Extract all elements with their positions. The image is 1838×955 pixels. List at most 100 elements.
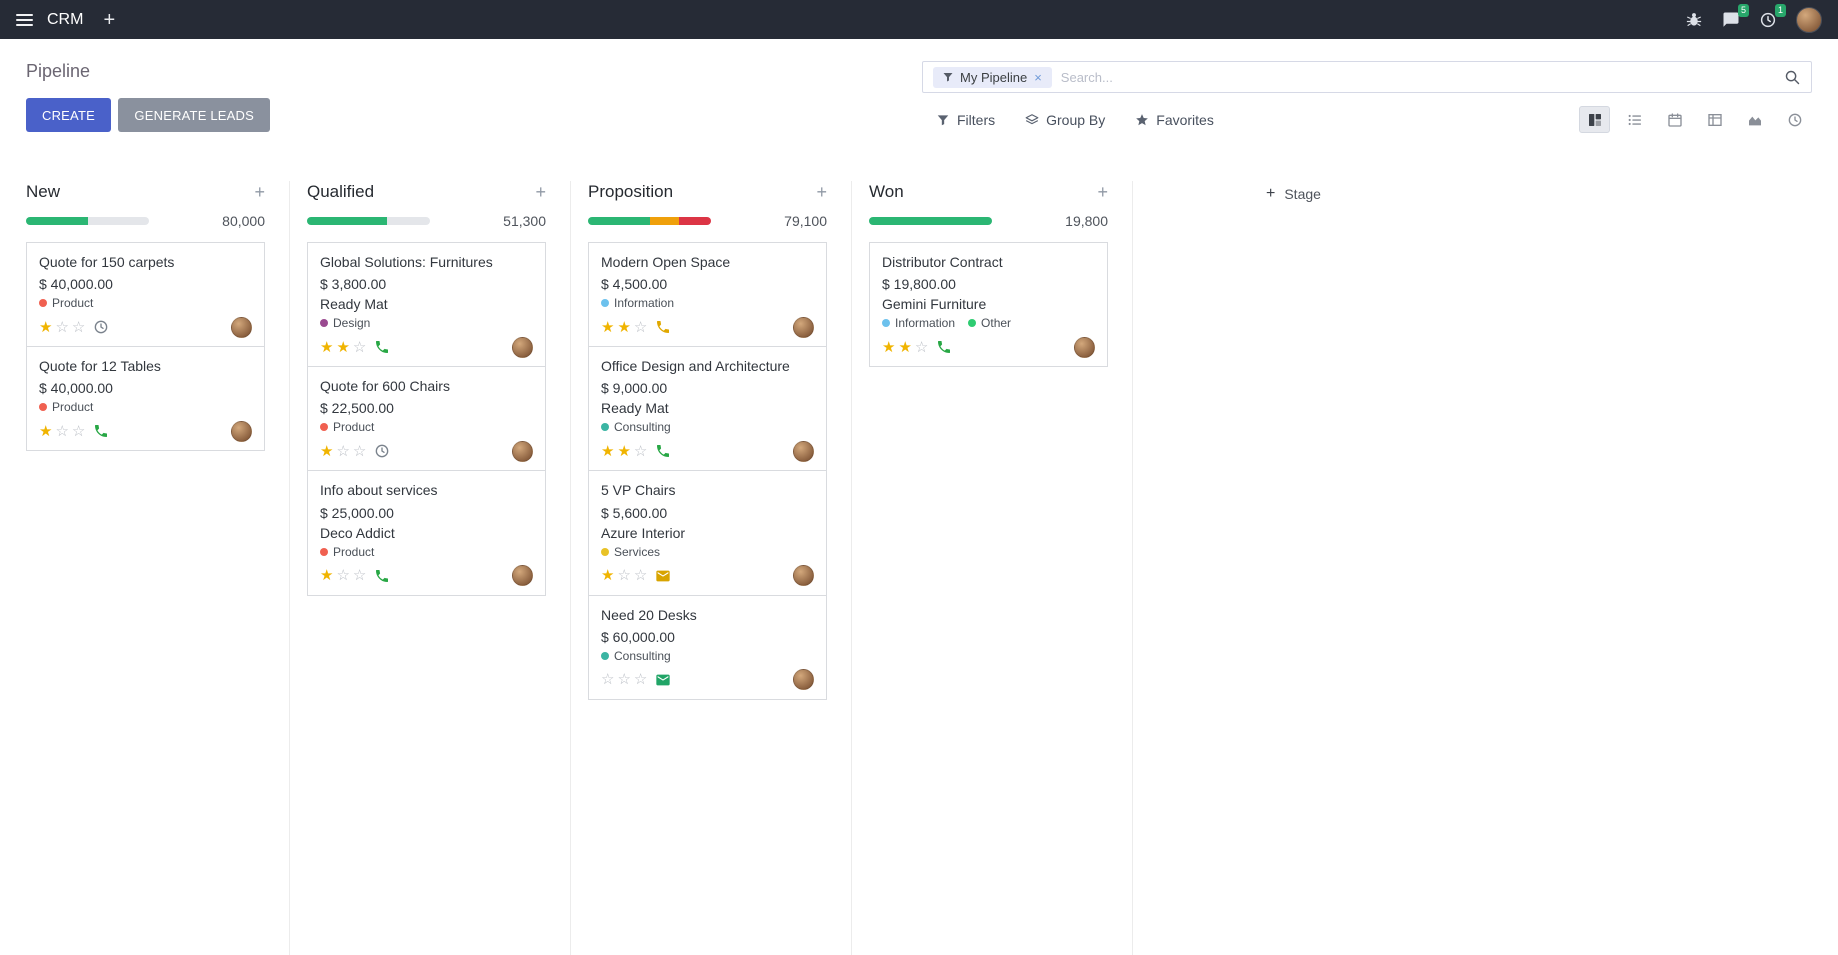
group-by-button[interactable]: Group By bbox=[1025, 112, 1105, 128]
kanban-card[interactable]: Global Solutions: Furnitures $ 3,800.00 … bbox=[307, 242, 546, 368]
clock-icon[interactable] bbox=[374, 443, 390, 459]
avatar[interactable] bbox=[231, 420, 252, 442]
top-navbar: CRM + 5 1 bbox=[0, 0, 1838, 39]
column-progress-row: 19,800 bbox=[869, 212, 1108, 229]
progress-segment[interactable] bbox=[386, 216, 430, 225]
add-record-button[interactable]: + bbox=[535, 181, 546, 202]
column-progressbar[interactable] bbox=[307, 216, 430, 225]
kanban-card[interactable]: Quote for 150 carpets $ 40,000.00 Produc… bbox=[26, 242, 265, 348]
priority-stars[interactable] bbox=[601, 320, 647, 335]
filters-button[interactable]: Filters bbox=[936, 112, 995, 128]
tag-dot bbox=[320, 423, 328, 432]
tag-dot bbox=[601, 547, 609, 556]
priority-stars[interactable] bbox=[39, 424, 85, 439]
phone-icon[interactable] bbox=[655, 443, 671, 459]
column-progressbar[interactable] bbox=[26, 216, 149, 225]
tag-dot bbox=[320, 319, 328, 328]
kanban-view-icon[interactable] bbox=[1579, 106, 1610, 133]
calendar-view-icon[interactable] bbox=[1659, 106, 1690, 133]
priority-stars[interactable] bbox=[39, 320, 85, 335]
search-bar[interactable]: My Pipeline × bbox=[922, 61, 1812, 93]
clock-icon[interactable] bbox=[93, 319, 109, 335]
priority-stars[interactable] bbox=[601, 672, 647, 687]
avatar[interactable] bbox=[231, 316, 252, 338]
column-title: Won bbox=[869, 181, 904, 201]
apps-menu-icon[interactable] bbox=[16, 13, 33, 26]
avatar[interactable] bbox=[512, 565, 533, 587]
column-progressbar[interactable] bbox=[869, 216, 992, 225]
card-amount: $ 40,000.00 bbox=[39, 380, 113, 397]
create-button[interactable]: CREATE bbox=[26, 98, 111, 132]
search-input[interactable] bbox=[1060, 69, 1775, 85]
progress-segment[interactable] bbox=[588, 216, 650, 225]
priority-stars[interactable] bbox=[601, 444, 647, 459]
favorites-button[interactable]: Favorites bbox=[1135, 112, 1214, 128]
search-icon[interactable] bbox=[1784, 69, 1801, 86]
tag-dot bbox=[39, 403, 47, 412]
quick-add-button[interactable]: + bbox=[103, 8, 116, 31]
avatar[interactable] bbox=[793, 440, 814, 462]
priority-stars[interactable] bbox=[882, 340, 928, 355]
priority-stars[interactable] bbox=[320, 340, 366, 355]
phone-icon[interactable] bbox=[374, 568, 390, 584]
add-record-button[interactable]: + bbox=[254, 181, 265, 202]
progress-segment[interactable] bbox=[649, 216, 680, 225]
facet-remove-icon[interactable]: × bbox=[1034, 69, 1042, 85]
pivot-view-icon[interactable] bbox=[1699, 106, 1730, 133]
kanban-card[interactable]: 5 VP Chairs $ 5,600.00 Azure Interior Se… bbox=[588, 470, 827, 596]
list-view-icon[interactable] bbox=[1619, 106, 1650, 133]
debug-bug-icon[interactable] bbox=[1685, 11, 1703, 29]
kanban-card[interactable]: Office Design and Architecture $ 9,000.0… bbox=[588, 346, 827, 472]
kanban-card[interactable]: Modern Open Space $ 4,500.00 Information bbox=[588, 242, 827, 348]
kanban-card[interactable]: Need 20 Desks $ 60,000.00 Consulting bbox=[588, 594, 827, 700]
column-progress-row: 80,000 bbox=[26, 212, 265, 229]
messages-icon[interactable]: 5 bbox=[1722, 3, 1749, 29]
priority-stars[interactable] bbox=[320, 444, 366, 459]
priority-stars[interactable] bbox=[320, 568, 366, 583]
avatar[interactable] bbox=[793, 316, 814, 338]
search-facet[interactable]: My Pipeline × bbox=[933, 66, 1052, 88]
avatar[interactable] bbox=[793, 565, 814, 587]
progress-segment[interactable] bbox=[307, 216, 387, 225]
kanban-card[interactable]: Quote for 12 Tables $ 40,000.00 Product bbox=[26, 346, 265, 452]
avatar[interactable] bbox=[512, 440, 533, 462]
progress-segment[interactable] bbox=[679, 216, 711, 225]
phone-icon[interactable] bbox=[936, 339, 952, 355]
graph-view-icon[interactable] bbox=[1739, 106, 1770, 133]
card-partner: Azure Interior bbox=[601, 524, 686, 541]
avatar[interactable] bbox=[793, 669, 814, 691]
avatar[interactable] bbox=[1074, 336, 1095, 358]
add-record-button[interactable]: + bbox=[1097, 181, 1108, 202]
priority-stars[interactable] bbox=[601, 568, 647, 583]
phone-icon[interactable] bbox=[655, 319, 671, 335]
envelope-icon[interactable] bbox=[655, 672, 671, 688]
generate-leads-button[interactable]: GENERATE LEADS bbox=[118, 98, 271, 132]
phone-icon[interactable] bbox=[93, 423, 109, 439]
column-header: Proposition + bbox=[588, 181, 827, 202]
star-icon bbox=[1135, 113, 1149, 127]
progress-segment[interactable] bbox=[869, 216, 992, 225]
activities-clock-icon[interactable]: 1 bbox=[1759, 3, 1786, 29]
app-name[interactable]: CRM bbox=[47, 10, 84, 28]
kanban-card[interactable]: Quote for 600 Chairs $ 22,500.00 Product bbox=[307, 366, 546, 472]
tag-dot bbox=[601, 423, 609, 432]
user-avatar[interactable] bbox=[1796, 6, 1822, 33]
add-record-button[interactable]: + bbox=[816, 181, 827, 202]
kanban-card[interactable]: Distributor Contract $ 19,800.00 Gemini … bbox=[869, 242, 1108, 368]
card-amount: $ 5,600.00 bbox=[601, 504, 668, 521]
column-progressbar[interactable] bbox=[588, 216, 711, 225]
card-tags: Product bbox=[320, 545, 533, 559]
activity-view-icon[interactable] bbox=[1779, 106, 1810, 133]
envelope-icon[interactable] bbox=[655, 568, 671, 584]
add-stage-button[interactable]: + Stage bbox=[1266, 183, 1321, 204]
progress-segment[interactable] bbox=[87, 216, 149, 225]
phone-icon[interactable] bbox=[374, 339, 390, 355]
column-total: 80,000 bbox=[222, 212, 265, 229]
column-cards: Global Solutions: Furnitures $ 3,800.00 … bbox=[307, 242, 546, 596]
tag-dot bbox=[320, 547, 328, 556]
view-switcher bbox=[1579, 106, 1812, 133]
progress-segment[interactable] bbox=[26, 216, 88, 225]
kanban-card[interactable]: Info about services $ 25,000.00 Deco Add… bbox=[307, 470, 546, 596]
tag-label: Product bbox=[52, 296, 94, 311]
avatar[interactable] bbox=[512, 336, 533, 358]
